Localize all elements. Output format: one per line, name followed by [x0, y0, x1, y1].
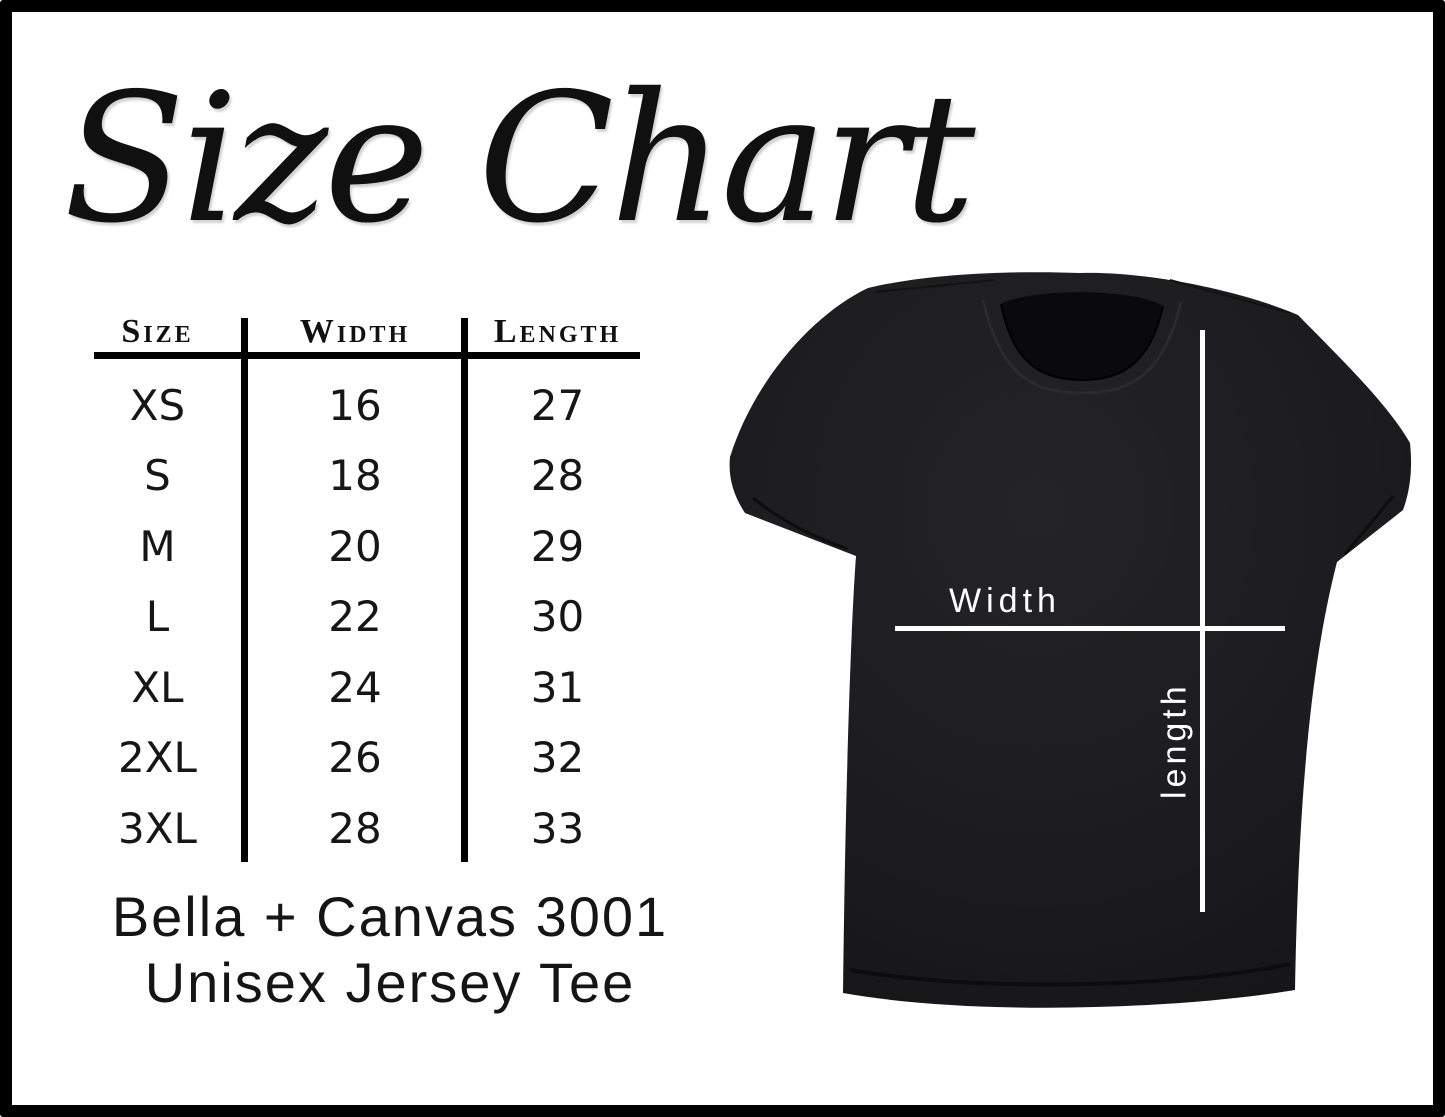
column-header-length: Length	[493, 313, 622, 350]
size-cell: L	[145, 592, 170, 642]
tshirt-neck-opening	[1001, 292, 1163, 380]
width-cell: 22	[328, 592, 382, 642]
length-cell: 31	[530, 662, 585, 712]
product-name-line2: Unisex Jersey Tee	[144, 951, 636, 1014]
width-cell: 26	[328, 733, 382, 783]
tshirt-body	[729, 272, 1412, 1008]
width-label: Width	[949, 581, 1061, 620]
tshirt-collar-seam	[981, 299, 1183, 395]
cuff-seam-right	[1343, 495, 1395, 555]
column-divider-2	[461, 318, 468, 862]
width-cell: 24	[328, 662, 382, 712]
cuff-seam-left	[752, 496, 849, 551]
size-cell: 2XL	[118, 733, 197, 783]
size-cell: M	[139, 521, 176, 571]
length-cell: 30	[530, 592, 585, 642]
table-body: XS 16 27 S 18 28 M 20 29 L 22 30 XL 24	[70, 370, 650, 864]
table-header-row: Size Width Length	[70, 305, 650, 359]
header-rule	[94, 352, 640, 359]
tshirt-photo	[729, 272, 1412, 1008]
length-cell: 29	[530, 521, 585, 571]
length-cell: 27	[530, 380, 585, 430]
column-header-size: Size	[121, 313, 194, 350]
size-table: Size Width Length XS 16 27 S 18 28 M 20 …	[70, 305, 650, 865]
tshirt-collar-inner-seam	[1000, 303, 1164, 382]
length-label: length	[1155, 682, 1194, 800]
size-cell: XL	[131, 662, 184, 712]
length-cell: 33	[530, 803, 585, 853]
size-cell: S	[144, 451, 171, 501]
width-cell: 28	[328, 803, 382, 853]
width-cell: 20	[328, 521, 382, 571]
length-cell: 32	[530, 733, 585, 783]
size-cell: XS	[129, 380, 186, 430]
length-cell: 28	[530, 451, 585, 501]
size-cell: 3XL	[118, 803, 197, 853]
width-cell: 18	[328, 451, 382, 501]
product-name: Bella + Canvas 3001 Unisex Jersey Tee	[40, 884, 740, 1016]
width-measure-line	[895, 626, 1285, 631]
product-name-line1: Bella + Canvas 3001	[111, 885, 669, 948]
column-header-width: Width	[299, 313, 411, 350]
shoulder-seam-left	[874, 279, 996, 293]
hem-seam	[849, 962, 1291, 987]
page-title: Size Chart	[63, 54, 975, 262]
column-divider-1	[241, 318, 248, 862]
shoulder-seam-right	[1169, 279, 1291, 314]
width-cell: 16	[328, 380, 382, 430]
length-measure-line	[1200, 330, 1205, 912]
